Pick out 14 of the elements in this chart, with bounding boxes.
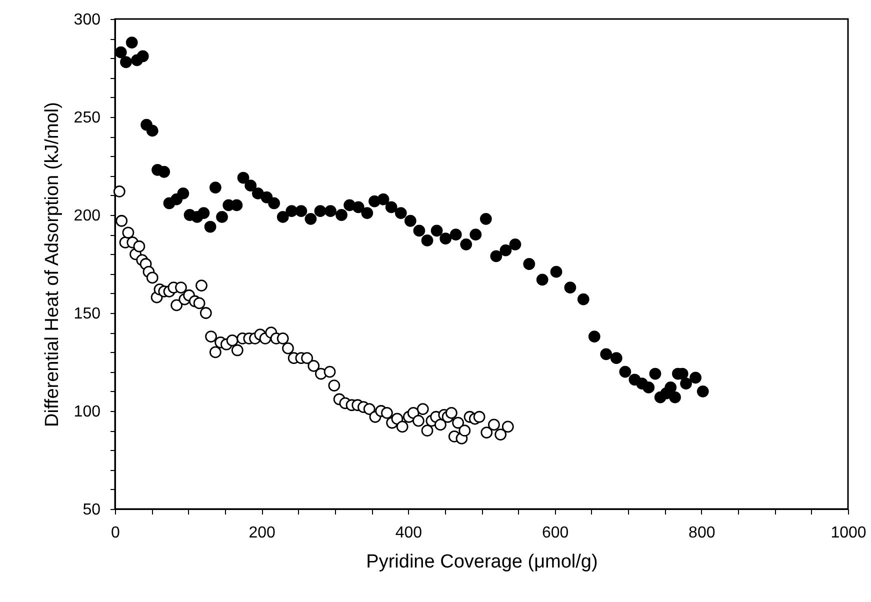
x-tick-label: 0: [111, 524, 120, 542]
x-tick-label: 1000: [830, 524, 866, 542]
y-tick-label: 50: [82, 502, 101, 518]
x-tick-label: 600: [542, 524, 569, 542]
y-tick-label: 250: [74, 110, 101, 126]
x-tick-label: 200: [248, 524, 276, 542]
y-tick-label: 200: [74, 208, 101, 224]
x-axis-title: Pyridine Coverage (μmol/g): [366, 552, 598, 572]
y-tick-label: 150: [74, 306, 101, 322]
x-tick-label: 800: [688, 524, 716, 542]
y-tick-label: 300: [74, 12, 101, 28]
y-tick-label: 100: [74, 404, 101, 420]
x-tick-label: 400: [395, 524, 422, 542]
y-axis-title: Differential Heat of Adsorption (kJ/mol): [42, 102, 63, 427]
